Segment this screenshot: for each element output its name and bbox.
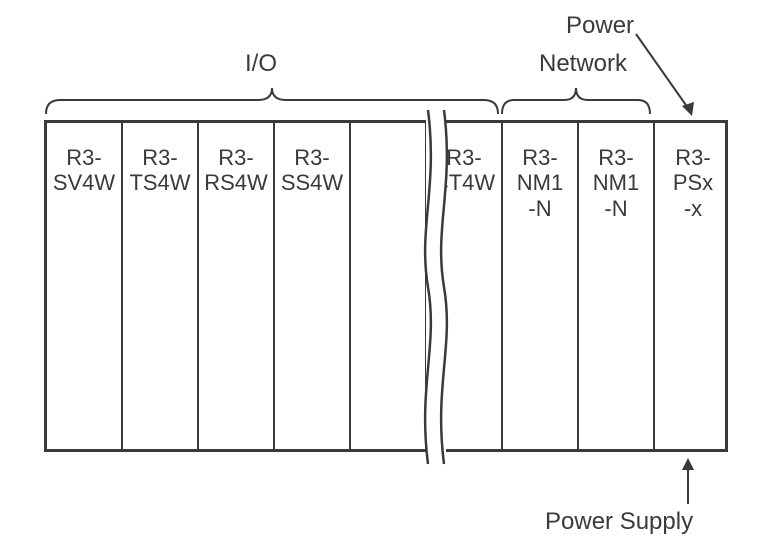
slot-nm1-a: R3- NM1 -N xyxy=(503,123,579,449)
slot-nm1-b: R3- NM1 -N xyxy=(579,123,655,449)
continuation-curve-right xyxy=(432,108,456,466)
network-brace xyxy=(500,86,652,116)
slot-rs4w: R3- RS4W xyxy=(199,123,275,449)
slot-nm1-a-text: R3- NM1 -N xyxy=(503,145,577,221)
power-supply-arrow xyxy=(678,456,698,506)
slot-ts4w: R3- TS4W xyxy=(123,123,199,449)
power-arrow xyxy=(632,30,722,124)
diagram-canvas: I/O Network Power Power Supply R3- SV4W … xyxy=(0,0,773,545)
slot-rs4w-text: R3- RS4W xyxy=(199,145,273,196)
slot-ss4w: R3- SS4W xyxy=(275,123,351,449)
slot-ts4w-text: R3- TS4W xyxy=(123,145,197,196)
slot-sv4w: R3- SV4W xyxy=(47,123,123,449)
slot-psx: R3- PSx -x xyxy=(655,123,731,449)
slot-ss4w-text: R3- SS4W xyxy=(275,145,349,196)
io-label: I/O xyxy=(245,50,277,78)
slot-nm1-b-text: R3- NM1 -N xyxy=(579,145,653,221)
network-label: Network xyxy=(539,50,627,78)
module-rack: R3- SV4W R3- TS4W R3- RS4W R3- SS4W R3- … xyxy=(44,120,728,452)
slot-sv4w-text: R3- SV4W xyxy=(47,145,121,196)
power-supply-label: Power Supply xyxy=(545,508,693,536)
power-label: Power xyxy=(566,12,634,40)
slot-psx-text: R3- PSx -x xyxy=(655,145,731,221)
